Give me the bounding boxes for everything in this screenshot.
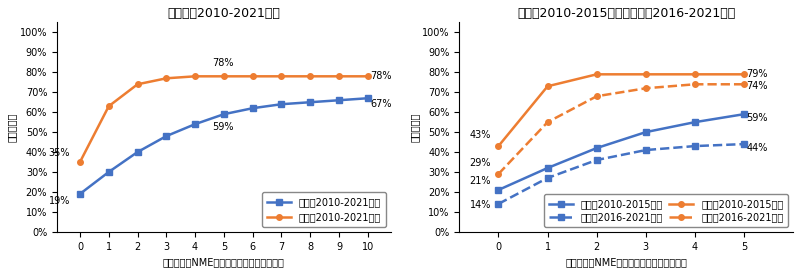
日本（2010-2021年） — [162, 135, 171, 138]
日本（2010-2021年） — [277, 102, 286, 106]
日本（2010-2021年） — [334, 99, 344, 102]
欧州（2010-2021年） — [306, 75, 315, 78]
欧州（2016-2021年） — [494, 172, 503, 176]
欧州（2010-2021年） — [133, 83, 142, 86]
Text: 74%: 74% — [746, 81, 768, 91]
欧州（2010-2021年） — [75, 160, 85, 164]
欧州（2010-2015年） — [494, 144, 503, 148]
日本（2016-2021年） — [592, 158, 602, 162]
Text: 14%: 14% — [470, 200, 491, 210]
Text: 79%: 79% — [746, 69, 768, 79]
Text: 29%: 29% — [470, 158, 491, 168]
日本（2016-2021年） — [494, 202, 503, 206]
欧州（2010-2021年） — [277, 75, 286, 78]
X-axis label: （年：米国NME初承認年からの経過年数）: （年：米国NME初承認年からの経過年数） — [163, 257, 285, 267]
Line: 日本（2010-2021年）: 日本（2010-2021年） — [77, 95, 370, 197]
欧州（2016-2021年） — [690, 83, 700, 86]
日本（2010-2021年） — [363, 97, 373, 100]
Text: 44%: 44% — [746, 143, 768, 153]
欧州（2016-2021年） — [542, 121, 552, 124]
Text: 19%: 19% — [49, 196, 70, 206]
欧州（2010-2021年） — [334, 75, 344, 78]
欧州（2010-2021年） — [219, 75, 229, 78]
日本（2010-2015年） — [739, 113, 749, 116]
Text: 78%: 78% — [212, 58, 234, 68]
欧州（2010-2021年） — [162, 77, 171, 80]
日本（2016-2021年） — [690, 144, 700, 148]
欧州（2010-2015年） — [690, 73, 700, 76]
X-axis label: （年：米国NME初承認年からの経過年数）: （年：米国NME初承認年からの経過年数） — [565, 257, 687, 267]
Text: 35%: 35% — [48, 148, 70, 158]
Line: 日本（2016-2021年）: 日本（2016-2021年） — [496, 141, 746, 207]
日本（2010-2015年） — [592, 146, 602, 150]
日本（2010-2015年） — [494, 188, 503, 192]
日本（2010-2021年） — [133, 150, 142, 154]
Text: 67%: 67% — [370, 99, 392, 109]
欧州（2010-2021年） — [363, 75, 373, 78]
日本（2010-2021年） — [75, 192, 85, 196]
Y-axis label: （承認率）: （承認率） — [409, 112, 419, 142]
日本（2010-2021年） — [219, 113, 229, 116]
Text: 21%: 21% — [470, 176, 491, 186]
日本（2016-2021年） — [641, 149, 650, 152]
欧州（2016-2021年） — [592, 95, 602, 98]
Line: 欧州（2016-2021年）: 欧州（2016-2021年） — [496, 81, 746, 177]
日本（2010-2015年） — [690, 121, 700, 124]
日本（2010-2021年） — [190, 122, 200, 126]
日本（2010-2021年） — [306, 101, 315, 104]
Line: 欧州（2010-2015年）: 欧州（2010-2015年） — [496, 72, 746, 149]
欧州（2010-2015年） — [739, 73, 749, 76]
欧州（2010-2021年） — [248, 75, 258, 78]
Text: 59%: 59% — [746, 113, 768, 123]
日本（2016-2021年） — [542, 176, 552, 180]
日本（2010-2015年） — [641, 130, 650, 134]
欧州（2010-2015年） — [592, 73, 602, 76]
Legend: 日本（2010-2021年）, 欧州（2010-2021年）: 日本（2010-2021年）, 欧州（2010-2021年） — [262, 192, 386, 227]
Legend: 日本（2010-2015年）, 日本（2016-2021年）, 欧州（2010-2015年）, 欧州（2016-2021年）: 日本（2010-2015年）, 日本（2016-2021年）, 欧州（2010-… — [544, 194, 788, 227]
Line: 欧州（2010-2021年）: 欧州（2010-2021年） — [77, 73, 370, 165]
Y-axis label: （承認率）: （承認率） — [7, 112, 17, 142]
欧州（2010-2021年） — [104, 105, 114, 108]
日本（2010-2021年） — [104, 170, 114, 174]
欧州（2010-2021年） — [190, 75, 200, 78]
Title: 前期（2010-2015年）と後期（2016-2021年）: 前期（2010-2015年）と後期（2016-2021年） — [517, 7, 735, 20]
欧州（2016-2021年） — [739, 83, 749, 86]
Line: 日本（2010-2015年）: 日本（2010-2015年） — [496, 112, 746, 193]
Title: 全期間（2010-2021年）: 全期間（2010-2021年） — [167, 7, 280, 20]
欧州（2010-2015年） — [641, 73, 650, 76]
欧州（2016-2021年） — [641, 87, 650, 90]
日本（2016-2021年） — [739, 142, 749, 146]
日本（2010-2021年） — [248, 107, 258, 110]
Text: 78%: 78% — [370, 71, 392, 81]
欧州（2010-2015年） — [542, 85, 552, 88]
Text: 43%: 43% — [470, 130, 491, 140]
日本（2010-2015年） — [542, 166, 552, 170]
Text: 59%: 59% — [212, 122, 234, 132]
